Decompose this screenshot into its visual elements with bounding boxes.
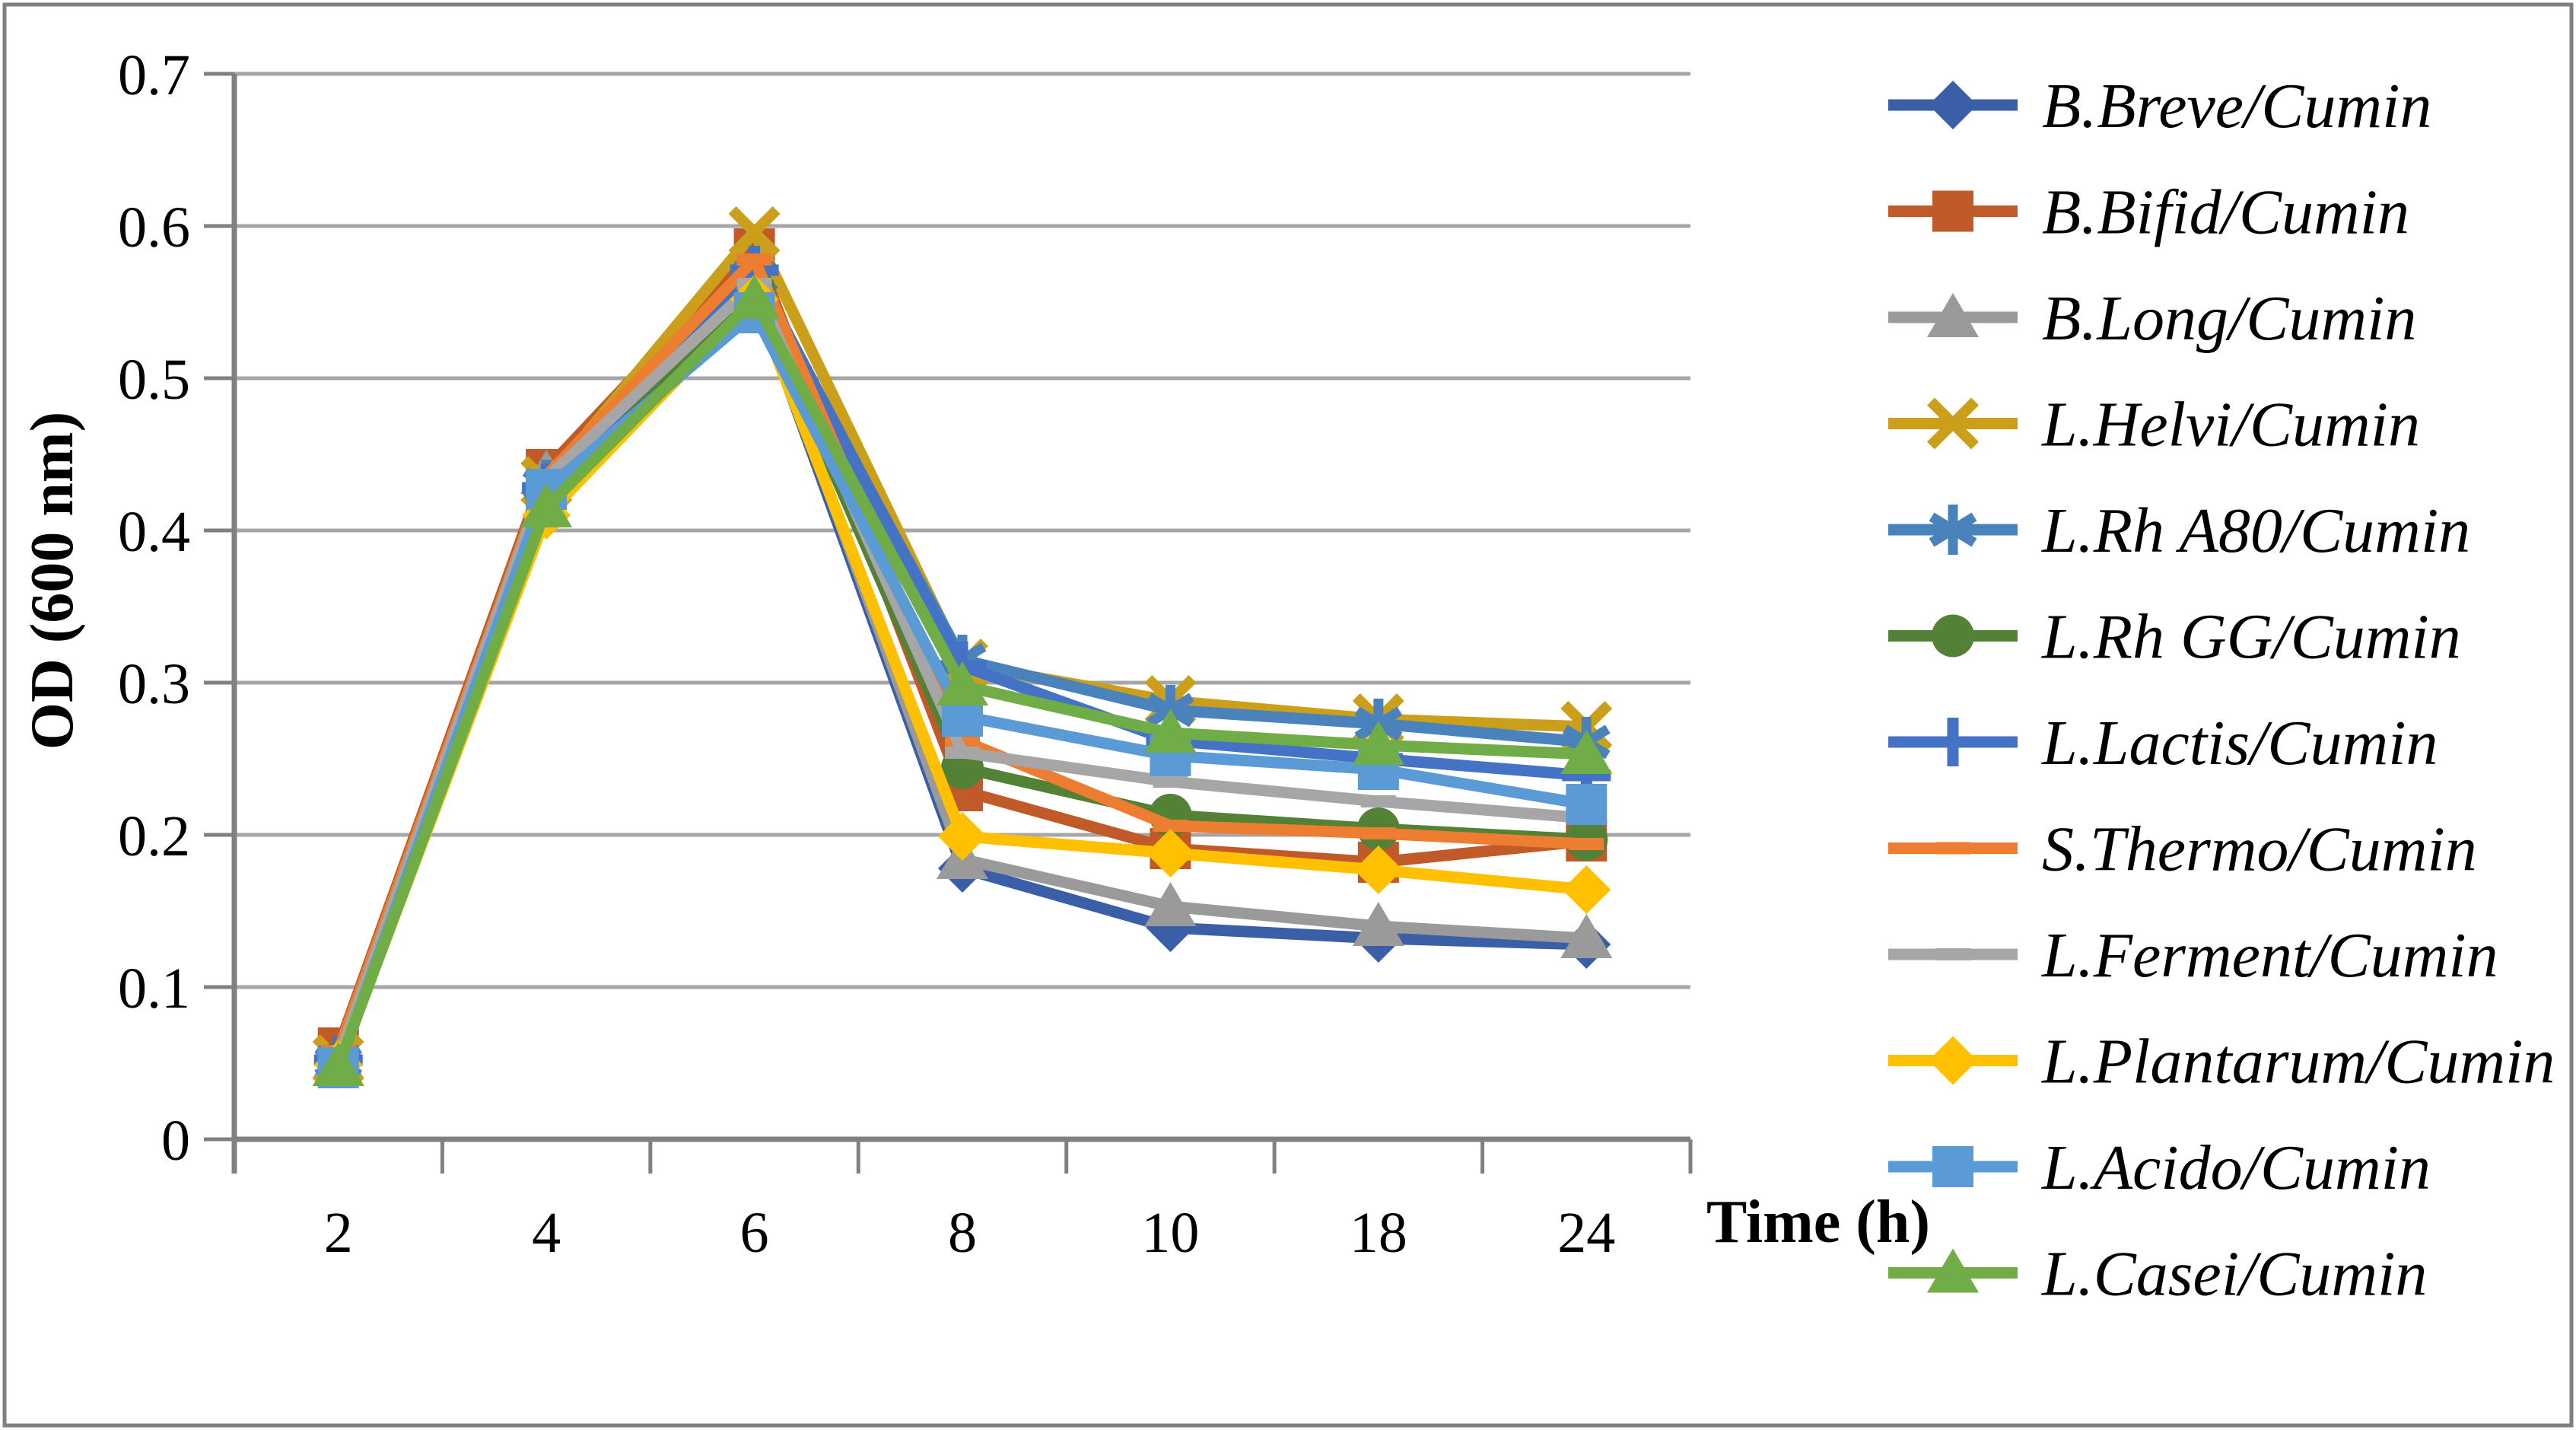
x-tick-label: 6: [740, 1201, 769, 1265]
legend-label: L.Ferment/Cumin: [2041, 920, 2498, 991]
data-point-marker: [1153, 820, 1188, 832]
data-point-marker: [1562, 865, 1611, 914]
data-point-marker: [1566, 784, 1608, 825]
data-point-marker: [1352, 902, 1404, 946]
x-tick-label: 24: [1557, 1201, 1615, 1265]
legend-item: L.Lactis/Cumin: [1888, 708, 2438, 779]
series-l-casei-cumin: [312, 275, 1613, 1086]
legend-item: S.Thermo/Cumin: [1888, 814, 2477, 885]
data-point-marker: [1353, 846, 1403, 894]
legend-label: L.Casei/Cumin: [2041, 1239, 2427, 1310]
y-tick-label: 0.1: [118, 957, 190, 1021]
x-tick-label: 8: [948, 1201, 977, 1265]
x-tick-label: 4: [532, 1201, 561, 1265]
y-axis-tick-labels: 0 0.1 0.2 0.3 0.4 0.5 0.6 0.7: [118, 43, 190, 1173]
y-tick-label: 0.5: [118, 348, 190, 412]
legend-label: L.Rh GG/Cumin: [2041, 602, 2461, 673]
data-point-marker: [728, 275, 781, 319]
data-point-marker: [1935, 842, 1970, 855]
data-point-marker: [728, 206, 781, 258]
data-point-marker: [520, 483, 573, 527]
legend-item: L.Acido/Cumin: [1888, 1132, 2431, 1203]
data-point-marker: [938, 812, 987, 861]
legend-item: B.Bifid/Cumin: [1888, 177, 2409, 248]
legend-item: L.Helvi/Cumin: [1888, 390, 2420, 460]
data-point-marker: [1360, 795, 1396, 807]
data-point-marker: [1560, 914, 1613, 958]
y-tick-label: 0.7: [118, 43, 190, 107]
legend-label: L.Lactis/Cumin: [2041, 708, 2438, 779]
data-point-marker: [1927, 1248, 1979, 1293]
data-point-marker: [1927, 397, 1979, 450]
data-point-marker: [1935, 948, 1970, 960]
data-point-marker: [1929, 1036, 1977, 1085]
x-axis-title: Time (h): [1706, 1189, 1930, 1256]
data-point-marker: [1144, 709, 1197, 753]
data-point-marker: [1932, 190, 1973, 232]
legend-label: S.Thermo/Cumin: [2042, 814, 2477, 885]
legend-item: B.Long/Cumin: [1888, 283, 2416, 354]
data-point-marker: [1569, 838, 1604, 850]
x-tick-label: 18: [1350, 1201, 1407, 1265]
legend-label: B.Breve/Cumin: [2042, 71, 2431, 142]
data-point-marker: [1352, 721, 1404, 765]
data-point-marker: [1927, 293, 1979, 337]
data-point-marker: [312, 1042, 364, 1086]
data-point-marker: [1144, 882, 1197, 926]
legend-item: L.Ferment/Cumin: [1888, 920, 2498, 991]
x-tick-label: 2: [324, 1201, 353, 1265]
data-point-marker: [945, 747, 980, 759]
legend-label: L.Plantarum/Cumin: [2041, 1027, 2555, 1097]
y-tick-label: 0.2: [118, 804, 190, 868]
legend-label: L.Acido/Cumin: [2041, 1132, 2431, 1203]
axes: [204, 72, 1693, 1174]
legend-item: L.Rh A80/Cumin: [1888, 495, 2470, 566]
data-point-marker: [1932, 614, 1974, 658]
series-layer: [312, 206, 1613, 1089]
y-tick-label: 0.3: [118, 652, 190, 716]
legend-label: B.Long/Cumin: [2042, 283, 2416, 354]
data-point-marker: [1560, 730, 1613, 774]
y-tick-label: 0: [161, 1109, 190, 1173]
x-axis-tick-labels: 2 4 6 8 10 18 24: [324, 1201, 1616, 1265]
data-point-marker: [1153, 776, 1188, 788]
legend-label: L.Rh A80/Cumin: [2041, 495, 2470, 566]
data-point-marker: [736, 253, 772, 266]
data-point-marker: [1929, 81, 1977, 129]
data-point-marker: [1929, 512, 1977, 547]
y-axis-title: OD (600 nm): [19, 412, 86, 750]
data-point-marker: [1932, 1146, 1973, 1187]
data-point-marker: [937, 661, 988, 705]
legend-item: L.Casei/Cumin: [1888, 1239, 2427, 1310]
legend-item: L.Plantarum/Cumin: [1888, 1027, 2555, 1097]
y-tick-label: 0.6: [118, 196, 190, 260]
y-tick-label: 0.4: [118, 500, 190, 564]
legend-label: L.Helvi/Cumin: [2041, 390, 2420, 460]
legend-item: L.Rh GG/Cumin: [1888, 602, 2461, 673]
x-tick-label: 10: [1141, 1201, 1199, 1265]
data-point-marker: [1146, 829, 1195, 877]
data-point-marker: [1360, 827, 1396, 839]
legend-label: B.Bifid/Cumin: [2042, 177, 2409, 248]
legend-item: B.Breve/Cumin: [1888, 71, 2431, 142]
legend: B.Breve/Cumin B.Bifid/Cumin B.Long/Cumin L.…: [1888, 71, 2555, 1310]
